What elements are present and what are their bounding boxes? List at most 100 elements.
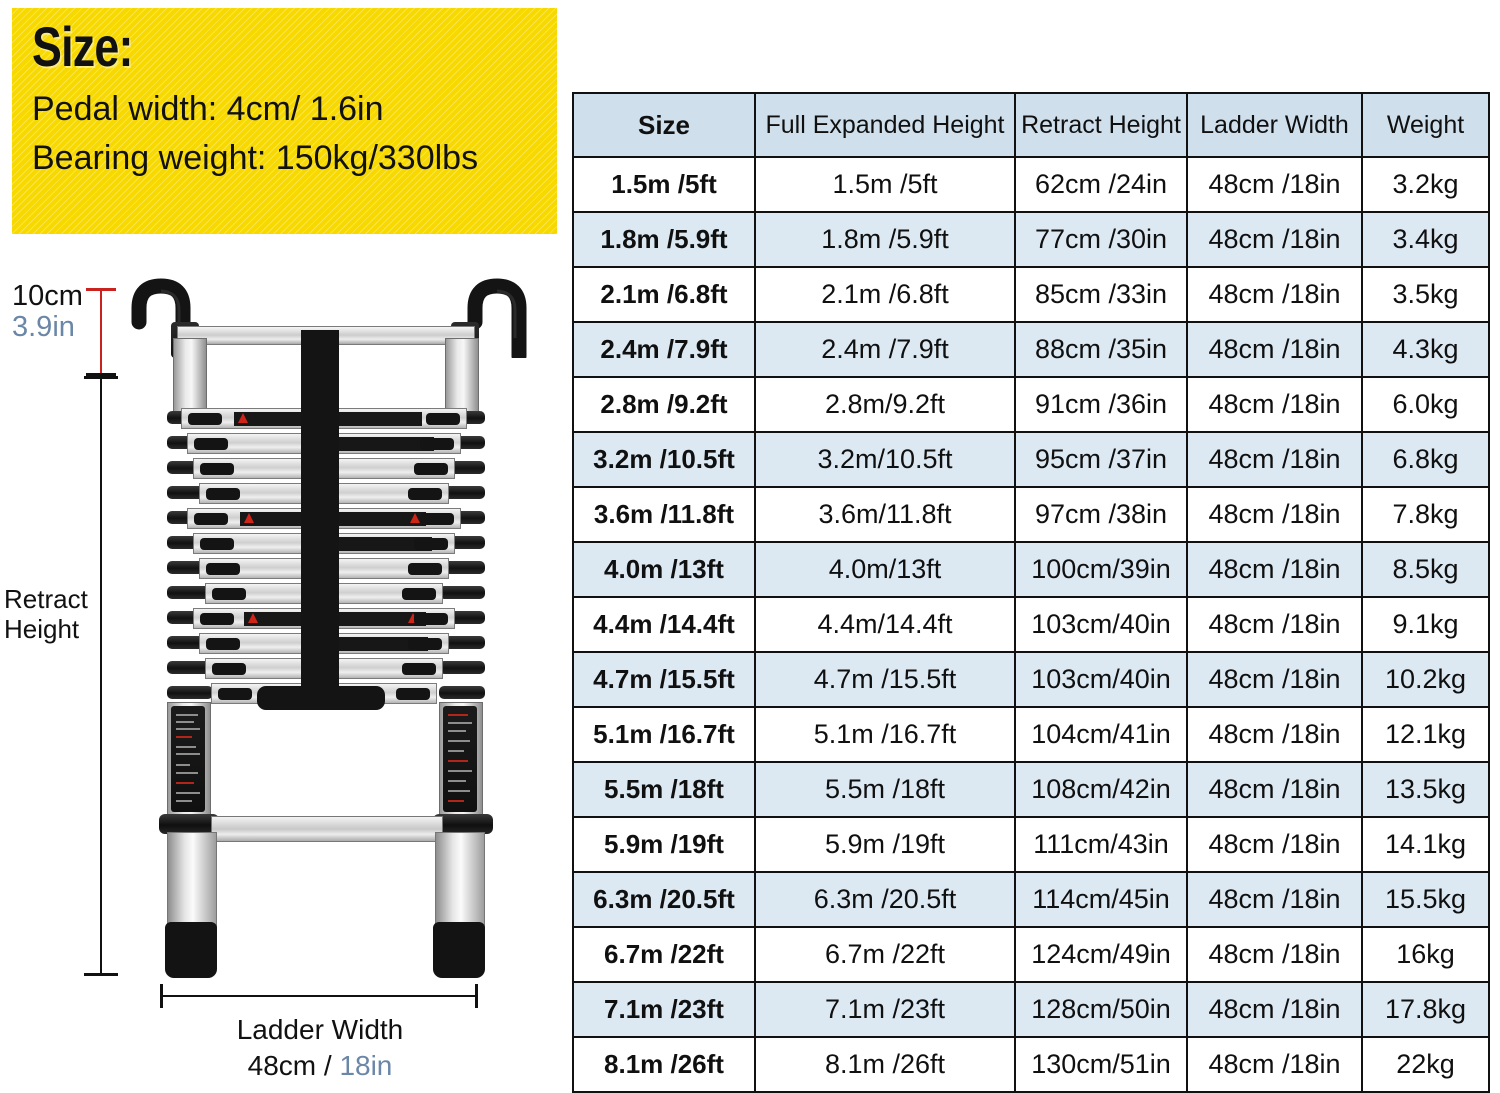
- rung-lock-button: [396, 688, 430, 700]
- table-row: 6.3m /20.5ft 6.3m /20.5ft 114cm/45in 48cm /…: [572, 871, 1490, 928]
- table-cell: 48cm /18in: [1186, 981, 1363, 1038]
- ladder-width-title: Ladder Width: [236, 1014, 404, 1045]
- table-cell: 7.1m /23ft: [572, 981, 756, 1038]
- table-cell: 3.2kg: [1361, 156, 1490, 213]
- table-cell: 3.4kg: [1361, 211, 1490, 268]
- table-cell: 7.8kg: [1361, 486, 1490, 543]
- ladder-width-value: 48cm / 18in: [150, 1048, 490, 1084]
- table-row: 1.8m /5.9ft 1.8m /5.9ft 77cm /30in 48cm /18…: [572, 211, 1490, 268]
- table-cell: 48cm /18in: [1186, 706, 1363, 763]
- table-cell: 5.5m /18ft: [754, 761, 1016, 818]
- retract-label-line2: Height: [4, 613, 80, 644]
- rail-collar: [439, 686, 485, 699]
- table-cell: 2.8m /9.2ft: [572, 376, 756, 433]
- hook-dimension-in: 3.9in: [12, 311, 75, 343]
- table-cell: 3.5kg: [1361, 266, 1490, 323]
- warning-triangle-icon: [410, 513, 420, 523]
- rung-lock-button: [414, 463, 448, 475]
- table-cell: 88cm /35in: [1014, 321, 1188, 378]
- rung-lock-button: [402, 663, 436, 675]
- column-header-full-expanded-height: Full Expanded Height: [754, 92, 1016, 158]
- table-cell: 3.6m /11.8ft: [572, 486, 756, 543]
- rail-collar: [439, 561, 485, 574]
- table-cell: 2.8m/9.2ft: [754, 376, 1016, 433]
- table-row: 5.1m /16.7ft 5.1m /16.7ft 104cm/41in 48cm /…: [572, 706, 1490, 763]
- table-cell: 48cm /18in: [1186, 596, 1363, 653]
- table-cell: 48cm /18in: [1186, 1036, 1363, 1093]
- table-cell: 108cm/42in: [1014, 761, 1188, 818]
- warning-sticker-right: [443, 706, 477, 812]
- table-cell: 2.4m /7.9ft: [572, 321, 756, 378]
- table-row: 2.8m /9.2ft 2.8m/9.2ft 91cm /36in 48cm /18i…: [572, 376, 1490, 433]
- table-cell: 9.1kg: [1361, 596, 1490, 653]
- table-cell: 77cm /30in: [1014, 211, 1188, 268]
- table-cell: 17.8kg: [1361, 981, 1490, 1038]
- warning-triangle-icon: [408, 613, 418, 623]
- table-cell: 48cm /18in: [1186, 486, 1363, 543]
- table-cell: 103cm/40in: [1014, 596, 1188, 653]
- rung-warning-label: [330, 637, 428, 651]
- table-cell: 8.1m /26ft: [572, 1036, 756, 1093]
- table-cell: 48cm /18in: [1186, 266, 1363, 323]
- table-cell: 5.9m /19ft: [572, 816, 756, 873]
- table-cell: 22kg: [1361, 1036, 1490, 1093]
- hook-dimension-line: [86, 288, 116, 376]
- table-cell: 5.1m /16.7ft: [572, 706, 756, 763]
- dimension-tick-bottom: [84, 973, 118, 976]
- table-cell: 1.8m /5.9ft: [572, 211, 756, 268]
- table-cell: 62cm /24in: [1014, 156, 1188, 213]
- rung-lock-button: [218, 688, 252, 700]
- table-cell: 16kg: [1361, 926, 1490, 983]
- column-header-weight: Weight: [1361, 92, 1490, 158]
- table-cell: 6.3m /20.5ft: [572, 871, 756, 928]
- table-cell: 13.5kg: [1361, 761, 1490, 818]
- rung-lock-button: [408, 488, 442, 500]
- width-in: 18in: [339, 1050, 393, 1082]
- table-row: 2.4m /7.9ft 2.4m /7.9ft 88cm /35in 48cm /18…: [572, 321, 1490, 378]
- table-row: 4.7m /15.5ft 4.7m /15.5ft 103cm/40in 48cm /…: [572, 651, 1490, 708]
- table-row: 6.7m /22ft 6.7m /22ft 124cm/49in 48cm /18in…: [572, 926, 1490, 983]
- table-cell: 48cm /18in: [1186, 816, 1363, 873]
- table-cell: 128cm/50in: [1014, 981, 1188, 1038]
- rail-collar: [167, 686, 213, 699]
- ladder-rail-right-upper: [445, 338, 479, 420]
- hook-dimension-cm: 10cm: [12, 280, 83, 312]
- table-cell: 6.3m /20.5ft: [754, 871, 1016, 928]
- table-cell: 5.1m /16.7ft: [754, 706, 1016, 763]
- warning-triangle-icon: [248, 613, 258, 623]
- table-cell: 48cm /18in: [1186, 431, 1363, 488]
- rung-lock-button: [408, 638, 442, 650]
- retract-height-dimension-line: [84, 376, 118, 976]
- table-cell: 5.5m /18ft: [572, 761, 756, 818]
- table-row: 1.5m /5ft 1.5m /5ft 62cm /24in 48cm /18in 3.…: [572, 156, 1490, 213]
- table-row: 2.1m /6.8ft 2.1m /6.8ft 85cm /33in 48cm /18…: [572, 266, 1490, 323]
- table-cell: 3.6m/11.8ft: [754, 486, 1016, 543]
- table-cell: 4.4m/14.4ft: [754, 596, 1016, 653]
- retract-height-label: Retract Height: [4, 584, 96, 645]
- carry-handle: [257, 686, 385, 710]
- table-cell: 4.0m/13ft: [754, 541, 1016, 598]
- rung-lock-button: [212, 588, 246, 600]
- table-row: 3.6m /11.8ft 3.6m/11.8ft 97cm /38in 48cm /1…: [572, 486, 1490, 543]
- table-cell: 6.0kg: [1361, 376, 1490, 433]
- rung-lock-button: [200, 538, 234, 550]
- width-cm: 48cm /: [247, 1050, 340, 1082]
- hook-dimension-label: 10cm 3.9in: [12, 282, 104, 344]
- table-cell: 2.4m /7.9ft: [754, 321, 1016, 378]
- ladder-leg-left: [167, 832, 217, 930]
- rail-collar: [167, 586, 213, 599]
- rung-lock-button: [414, 613, 448, 625]
- table-row: 4.0m /13ft 4.0m/13ft 100cm/39in 48cm /18in 8…: [572, 541, 1490, 598]
- rung-lock-button: [212, 663, 246, 675]
- rung-lock-button: [194, 513, 228, 525]
- table-cell: 103cm/40in: [1014, 651, 1188, 708]
- rung-lock-button: [426, 413, 460, 425]
- table-cell: 95cm /37in: [1014, 431, 1188, 488]
- table-cell: 124cm/49in: [1014, 926, 1188, 983]
- table-cell: 48cm /18in: [1186, 156, 1363, 213]
- retract-label-line1: Retract: [4, 584, 88, 614]
- table-cell: 104cm/41in: [1014, 706, 1188, 763]
- table-cell: 8.1m /26ft: [754, 1036, 1016, 1093]
- table-cell: 6.8kg: [1361, 431, 1490, 488]
- table-cell: 100cm/39in: [1014, 541, 1188, 598]
